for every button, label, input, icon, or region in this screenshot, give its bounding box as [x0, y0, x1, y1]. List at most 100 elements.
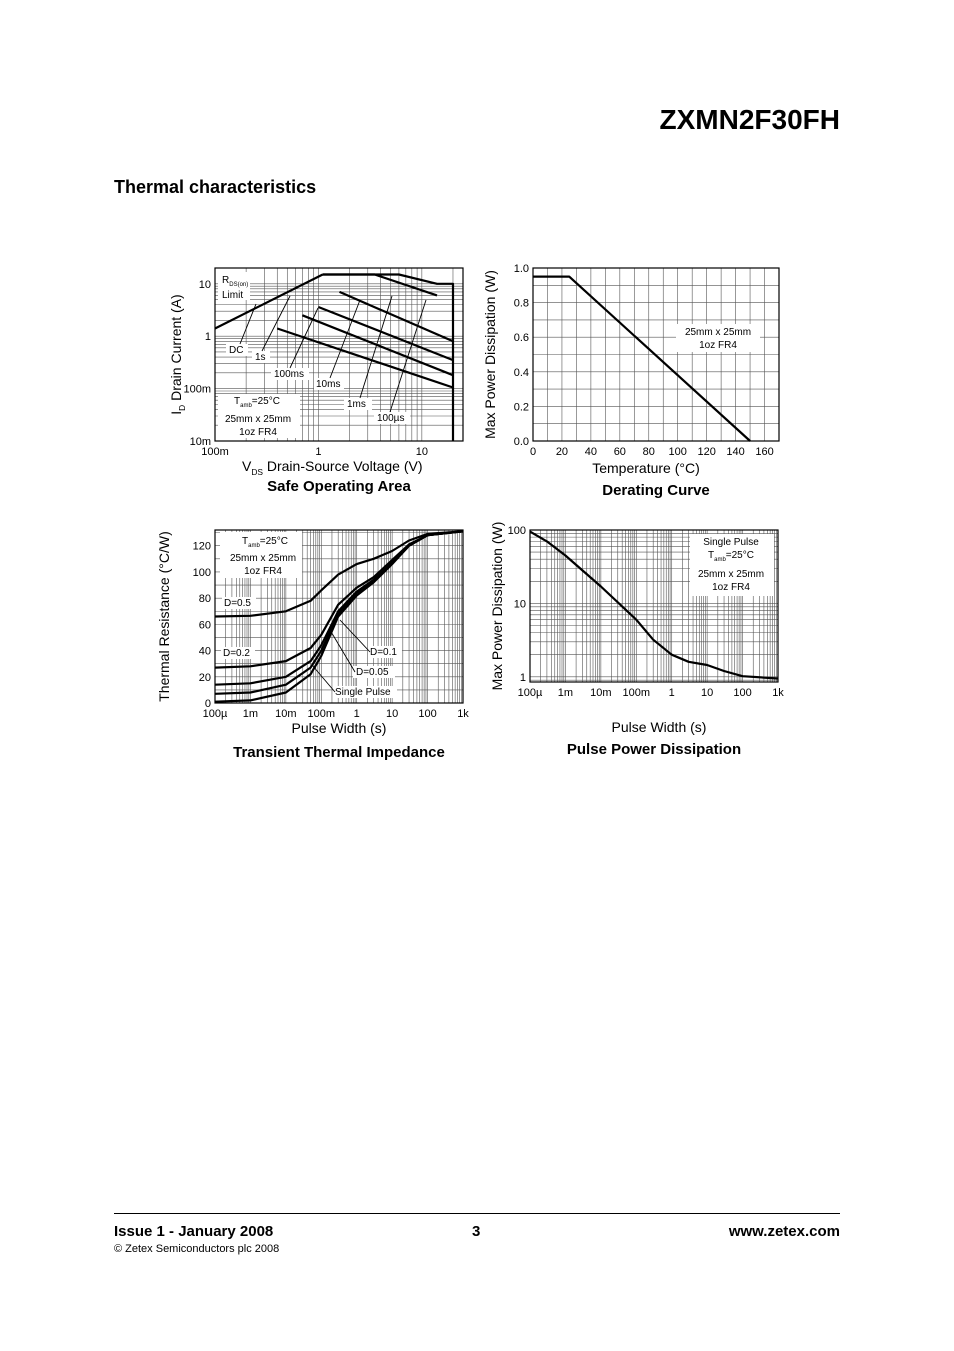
tamb-label: Tamb=25°C — [242, 536, 288, 549]
y-tick-label: 100 — [193, 567, 211, 579]
label-box — [222, 597, 256, 609]
tamb-val: =25°C — [726, 550, 754, 561]
x-tick-label: 1m — [558, 687, 573, 699]
chart-title: Safe Operating Area — [267, 478, 411, 495]
chart-pulse: 100µ 1m 10m 100m 1 10 100 1k 1 10 100 Pulse Power D… — [489, 522, 784, 758]
label-box — [676, 324, 760, 352]
y-tick-label: 0.2 — [514, 401, 529, 413]
series-line — [322, 273, 455, 441]
x-tick-label: 100m — [308, 708, 336, 720]
tamb-main: T — [234, 396, 240, 407]
leader-line — [239, 303, 257, 345]
label-box — [314, 378, 344, 390]
board-label: 25mm x 25mm — [698, 569, 764, 580]
y-tick-label: 0.4 — [514, 367, 529, 379]
y-tick-label: 0.0 — [514, 436, 529, 448]
y-tick-label: 20 — [199, 672, 211, 684]
x-axis-label-sub: DS — [251, 467, 263, 477]
leader-line — [261, 295, 291, 352]
x-axis-label: VDS Drain-Source Voltage (V) — [242, 458, 423, 477]
tamb-sub: amb — [248, 543, 260, 549]
y-tick-label: 1 — [520, 672, 526, 684]
label-box — [368, 646, 402, 658]
y-axis-label: Max Power Dissipation (W) — [482, 270, 498, 439]
y-tick-label: 100 — [508, 525, 526, 537]
label-box — [221, 647, 255, 659]
x-tick-label: 100m — [201, 446, 229, 458]
x-tick-label: 10m — [590, 687, 611, 699]
leader-line — [311, 664, 336, 693]
x-tick-label: 1 — [354, 708, 360, 720]
series-line — [529, 530, 779, 680]
label-box — [333, 686, 397, 698]
leader-line — [359, 295, 393, 399]
single-pulse-label: Single Pulse — [335, 687, 391, 698]
label-box — [344, 398, 372, 410]
tamb-sub: amb — [240, 403, 252, 409]
label-box — [374, 412, 410, 424]
section-title: Thermal characteristics — [114, 177, 317, 197]
leader-lines — [239, 295, 427, 413]
tamb-label: Tamb=25°C — [708, 550, 754, 563]
rds-label: RDS(on) — [222, 275, 248, 288]
y-tick-label: 120 — [193, 541, 211, 553]
dc-label: DC — [229, 345, 243, 356]
limit-label: Limit — [222, 290, 243, 301]
series-line — [214, 530, 464, 618]
tamb-val: =25°C — [260, 536, 288, 547]
x-tick-label: 100µ — [518, 687, 543, 699]
footer-issue: Issue 1 - January 2008 — [114, 1223, 274, 1240]
x-tick-label: 100 — [418, 708, 436, 720]
x-tick-label: 10 — [416, 446, 428, 458]
tamb-label: Tamb=25°C — [234, 396, 280, 409]
y-axis-label: ID Drain Current (A) — [168, 294, 187, 414]
leader-line — [329, 629, 356, 673]
x-tick-label: 40 — [585, 446, 597, 458]
board-label: 25mm x 25mm — [685, 327, 751, 338]
y-tick-label: 60 — [199, 619, 211, 631]
leader-line — [389, 299, 427, 413]
y-axis-label: Thermal Resistance (°C/W) — [156, 531, 172, 702]
x-axis-label-main: V — [242, 458, 252, 474]
board-label: 25mm x 25mm — [225, 414, 291, 425]
ms10-label: 10ms — [316, 379, 340, 390]
y-tick-label: 80 — [199, 593, 211, 605]
x-tick-label: 1k — [457, 708, 469, 720]
rds-label-main: R — [222, 275, 229, 286]
x-tick-label: 10m — [275, 708, 296, 720]
plot-frame-derating — [532, 267, 780, 442]
chart-title: Transient Thermal Impedance — [233, 744, 445, 761]
footer-url: www.zetex.com — [728, 1223, 840, 1240]
y-axis-label: Max Power Dissipation (W) — [489, 522, 505, 691]
y-axis-label-rest: Drain Current (A) — [168, 294, 184, 404]
footer-page-number: 3 — [472, 1223, 481, 1240]
leader-line — [289, 307, 319, 369]
y-tick-label: 1 — [205, 331, 211, 343]
copper-label: 1oz FR4 — [244, 566, 282, 577]
footer-copyright: © Zetex Semiconductors plc 2008 — [114, 1243, 280, 1255]
d05-label: D=0.5 — [224, 598, 251, 609]
y-tick-label: 1.0 — [514, 263, 529, 275]
tamb-val: =25°C — [252, 396, 280, 407]
single-pulse-label: Single Pulse — [703, 537, 759, 548]
tamb-main: T — [242, 536, 248, 547]
x-tick-label: 120 — [697, 446, 715, 458]
footer-rule — [114, 1213, 840, 1214]
x-axis-label: Pulse Width (s) — [292, 720, 387, 736]
x-tick-label: 160 — [755, 446, 773, 458]
copper-label: 1oz FR4 — [712, 582, 750, 593]
leader-line — [329, 299, 361, 379]
plot-frame-soa — [214, 267, 464, 442]
y-tick-label: 40 — [199, 646, 211, 658]
x-tick-label: 60 — [614, 446, 626, 458]
y-tick-label: 0.6 — [514, 332, 529, 344]
x-tick-label: 140 — [726, 446, 744, 458]
x-axis-label: Pulse Width (s) — [612, 719, 707, 735]
series-line — [317, 305, 454, 362]
chart-title: Derating Curve — [602, 482, 710, 499]
board-label: 25mm x 25mm — [230, 553, 296, 564]
chart-title: Pulse Power Dissipation — [567, 741, 741, 758]
y-axis-label-sub: D — [177, 405, 187, 411]
